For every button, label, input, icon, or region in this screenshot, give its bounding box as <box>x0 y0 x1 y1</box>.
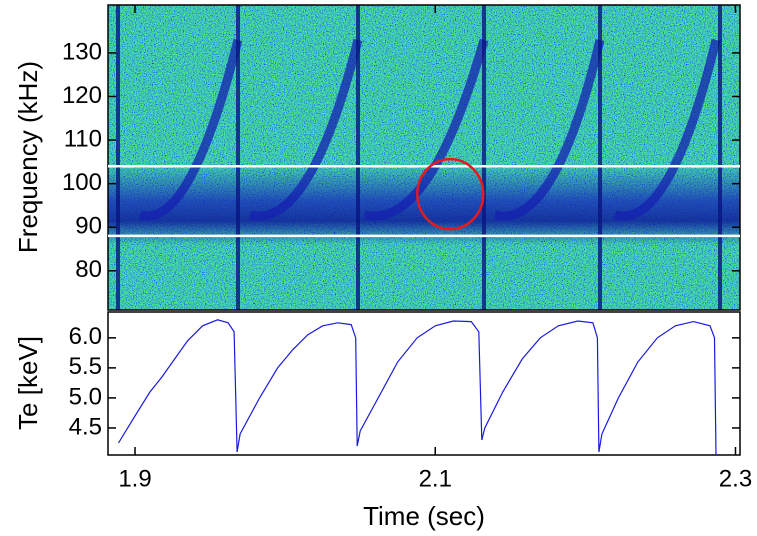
y-axis-label: Frequency (kHz) <box>13 61 43 253</box>
spectrogram-image <box>108 5 740 310</box>
x-tick-label: 2.1 <box>419 465 452 492</box>
te-line <box>117 319 717 456</box>
x-tick-label: 2.3 <box>719 465 752 492</box>
x-tick-label: 1.9 <box>118 465 151 492</box>
y-tick-label: 90 <box>75 213 102 240</box>
bottom-frame <box>107 311 741 456</box>
y-tick-label: 6.0 <box>69 323 102 350</box>
y-tick-label: 4.5 <box>69 413 102 440</box>
y-tick-label: 100 <box>62 169 102 196</box>
highlight-circle <box>416 157 485 231</box>
y-tick-label: 130 <box>62 38 102 65</box>
y-axis-label: Te [keV] <box>13 336 43 430</box>
y-tick-label: 5.0 <box>69 383 102 410</box>
y-tick-label: 5.5 <box>69 353 102 380</box>
y-tick-label: 110 <box>64 125 102 152</box>
top-frame <box>107 4 741 311</box>
x-axis-label: Time (sec) <box>363 501 485 531</box>
y-tick-label: 120 <box>62 82 102 109</box>
y-tick-label: 80 <box>75 256 102 283</box>
